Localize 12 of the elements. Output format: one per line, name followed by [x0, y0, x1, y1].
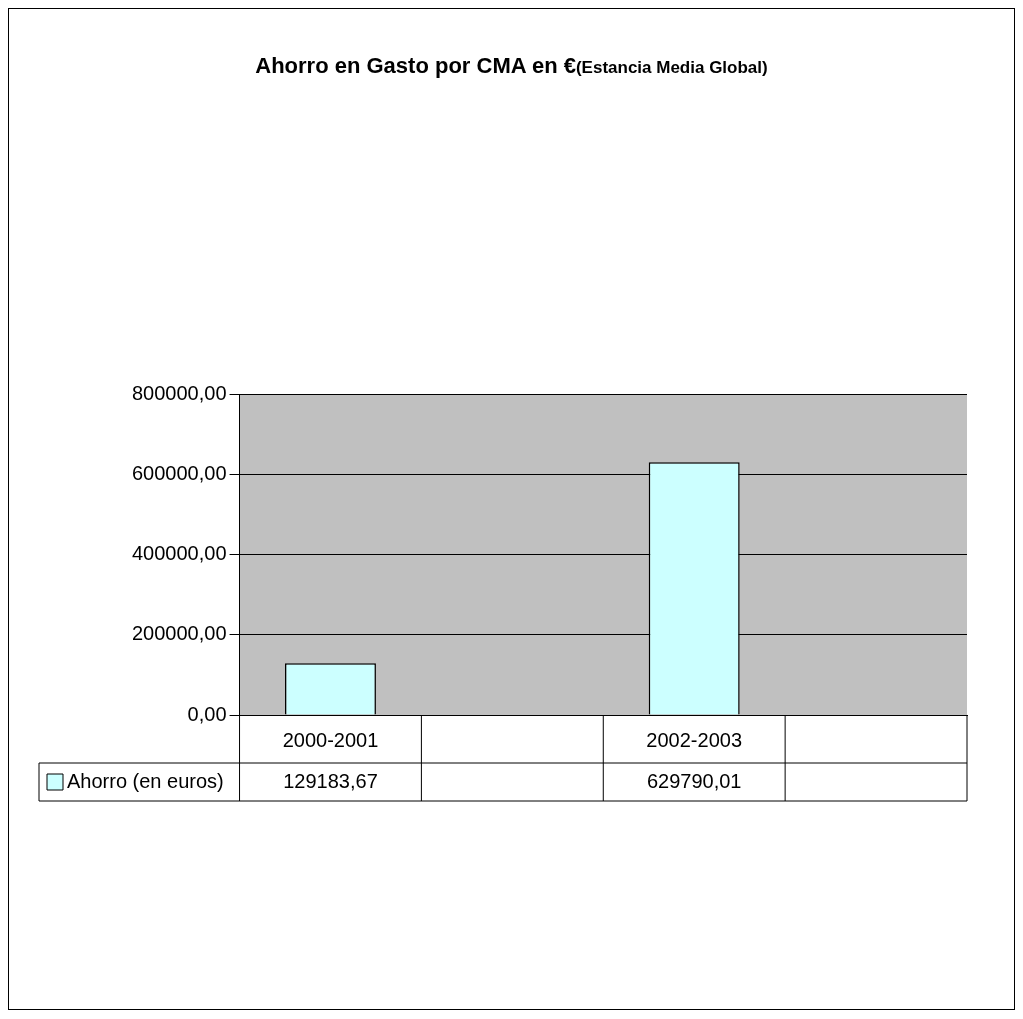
data-label: 629790,01: [646, 769, 742, 792]
legend-label: Ahorro (en euros): [67, 769, 224, 792]
x-tick-label: 2000-2001: [282, 728, 379, 751]
y-tick-label: 200000,00: [131, 622, 227, 645]
y-tick-label: 0,00: [187, 702, 227, 725]
y-tick-label: 400000,00: [131, 542, 227, 565]
chart-title: Ahorro en Gasto por CMA en €: [255, 53, 576, 78]
chart-subtitle: (Estancia Media Global): [575, 58, 768, 77]
y-tick-label: 600000,00: [131, 461, 227, 484]
data-label: 129183,67: [283, 769, 378, 792]
y-tick-label: 800000,00: [131, 381, 227, 404]
x-tick-label: 2002-2003: [646, 728, 743, 751]
